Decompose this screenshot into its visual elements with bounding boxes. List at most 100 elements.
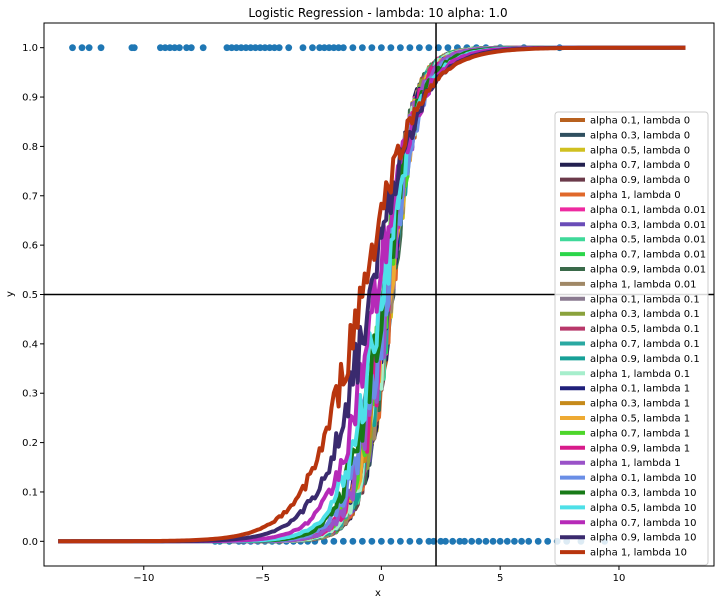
legend: alpha 0.1, lambda 0 alpha 0.3, lambda 0 al…	[554, 111, 709, 566]
legend-entry: alpha 0.1, lambda 0	[590, 116, 690, 127]
scatter-point	[475, 537, 483, 545]
scatter-point	[299, 44, 307, 52]
legend-entry: alpha 1, lambda 0	[590, 190, 681, 201]
scatter-point	[223, 44, 231, 52]
scatter-point	[449, 537, 457, 545]
scatter-point	[97, 44, 105, 52]
y-tick-label: 1.0	[22, 43, 38, 54]
scatter-point	[85, 44, 93, 52]
chart-title: Logistic Regression - lambda: 10 alpha: …	[248, 6, 507, 20]
scatter-point	[496, 537, 504, 545]
legend-entry: alpha 0.7, lambda 0.01	[590, 250, 706, 261]
scatter-point	[285, 44, 293, 52]
legend-entry: alpha 0.9, lambda 1	[590, 443, 690, 454]
legend-entry: alpha 0.9, lambda 0.01	[590, 265, 706, 276]
legend-entry: alpha 0.3, lambda 0.01	[590, 220, 706, 231]
scatter-point	[444, 44, 452, 52]
scatter-point	[406, 44, 414, 52]
x-tick-label: 10	[613, 573, 626, 584]
scatter-point	[368, 537, 376, 545]
legend-entry: alpha 0.5, lambda 0	[590, 145, 690, 156]
scatter-point	[261, 44, 269, 52]
legend-entry: alpha 0.1, lambda 1	[590, 384, 690, 395]
scatter-point	[330, 44, 338, 52]
series-lines	[58, 45, 686, 544]
scatter-point	[456, 537, 464, 545]
legend-entry: alpha 0.5, lambda 0.1	[590, 324, 700, 335]
scatter-point	[247, 44, 255, 52]
legend-box	[554, 111, 709, 566]
scatter-point	[339, 44, 347, 52]
scatter-point	[387, 44, 395, 52]
scatter-point	[544, 537, 552, 545]
legend-entry: alpha 0.1, lambda 0.01	[590, 205, 706, 216]
scatter-point	[271, 44, 278, 52]
scatter-point	[237, 44, 245, 52]
scatter-point	[442, 537, 449, 545]
y-tick-label: 0.5	[22, 290, 38, 301]
scatter-point	[368, 44, 376, 52]
legend-entry: alpha 1, lambda 1	[590, 458, 681, 469]
scatter-point	[468, 537, 476, 545]
legend-entry: alpha 0.5, lambda 1	[590, 414, 690, 425]
x-tick-label: 0	[378, 573, 384, 584]
scatter-point	[503, 537, 511, 545]
legend-entry: alpha 0.3, lambda 0.1	[590, 309, 700, 320]
scatter-point	[335, 44, 343, 52]
legend-entry: alpha 1, lambda 10	[590, 548, 687, 559]
x-axis-label: x	[375, 588, 381, 599]
y-axis-label: y	[5, 291, 16, 297]
legend-entry: alpha 0.7, lambda 0	[590, 160, 690, 171]
x-tick-label: −10	[133, 573, 154, 584]
scatter-point	[199, 44, 207, 52]
scatter-point	[176, 44, 183, 52]
scatter-point	[377, 44, 385, 52]
scatter-point	[349, 537, 357, 545]
x-tick-label: 5	[497, 573, 503, 584]
scatter-point	[157, 44, 164, 52]
scatter-point	[349, 44, 357, 52]
legend-entry: alpha 0.9, lambda 0	[590, 175, 690, 186]
scatter-point	[534, 537, 542, 545]
scatter-point	[377, 537, 385, 545]
scatter-point	[330, 537, 338, 545]
y-tick-label: 0.9	[22, 93, 38, 104]
y-tick-label: 0.2	[22, 438, 38, 449]
scatter-point	[183, 44, 190, 52]
scatter-point	[415, 44, 423, 52]
scatter-point	[511, 537, 518, 545]
y-tick-label: 0.3	[22, 389, 38, 400]
legend-entry: alpha 0.1, lambda 0.1	[590, 294, 700, 305]
scatter-point	[252, 44, 259, 52]
y-tick-label: 0.0	[22, 537, 38, 548]
scatter-point	[161, 44, 169, 52]
scatter-point	[69, 44, 76, 52]
legend-entry: alpha 0.9, lambda 10	[590, 533, 697, 544]
scatter-point	[358, 44, 366, 52]
legend-entry: alpha 0.3, lambda 10	[590, 488, 697, 499]
scatter-point	[325, 44, 333, 52]
scatter-point	[358, 537, 366, 545]
scatter-point	[489, 537, 497, 545]
plot-area: −10 −5 0 5 10 0.0 0.1 0.2 0.3 0.4 0.5 0.6 0.7 0.8 0.9 1…	[22, 22, 715, 584]
scatter-point	[233, 44, 240, 52]
legend-entry: alpha 0.1, lambda 10	[590, 473, 697, 484]
scatter-point	[387, 537, 395, 545]
scatter-point	[242, 44, 250, 52]
scatter-point	[187, 44, 195, 52]
legend-entry: alpha 0.5, lambda 10	[590, 503, 697, 514]
scatter-point	[437, 537, 445, 545]
y-tick-label: 0.7	[22, 191, 38, 202]
scatter-point	[316, 44, 324, 52]
scatter-point	[320, 44, 328, 52]
scatter-point	[406, 537, 414, 545]
x-tick-label: −5	[255, 573, 270, 584]
y-tick-label: 0.6	[22, 241, 38, 252]
scatter-point	[518, 537, 525, 545]
y-tick-label: 0.1	[22, 487, 38, 498]
legend-entry: alpha 0.7, lambda 10	[590, 518, 697, 529]
legend-entry: alpha 0.3, lambda 1	[590, 399, 690, 410]
y-tick-label: 0.4	[22, 339, 38, 350]
scatter-point	[425, 44, 433, 52]
scatter-point	[171, 44, 179, 52]
